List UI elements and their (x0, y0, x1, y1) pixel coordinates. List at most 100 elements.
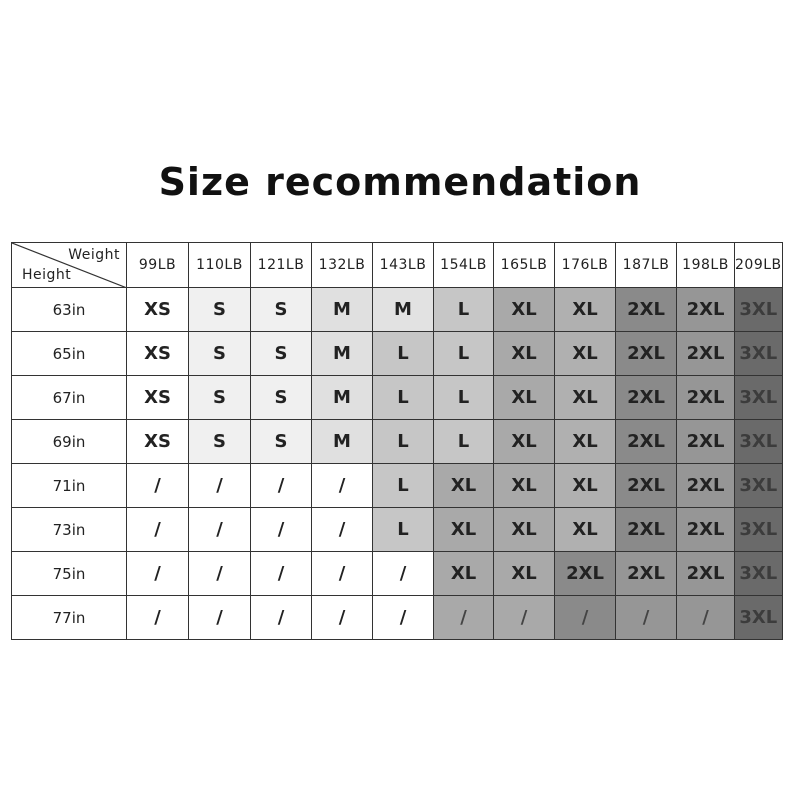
size-cell: L (433, 375, 494, 420)
height-axis-label: Height (22, 267, 72, 283)
size-cell: 3XL (734, 375, 783, 420)
size-cell: 2XL (615, 375, 677, 420)
size-cell: M (311, 287, 373, 332)
size-cell: 3XL (734, 287, 783, 332)
size-cell: / (676, 595, 735, 640)
size-cell: XL (433, 551, 494, 596)
table-row: 69in XS S S M L L XL XL 2XL 2XL 3XL (11, 419, 783, 464)
size-cell: XS (126, 419, 189, 464)
size-cell: M (311, 375, 373, 420)
column-header: 209LB (734, 242, 783, 288)
column-header: 110LB (188, 242, 251, 288)
size-cell: XL (554, 375, 616, 420)
size-cell: L (372, 331, 434, 376)
size-cell: XL (554, 331, 616, 376)
size-cell: 2XL (615, 507, 677, 552)
size-cell: 2XL (676, 551, 735, 596)
size-cell: / (554, 595, 616, 640)
size-cell: 2XL (554, 551, 616, 596)
size-cell: 3XL (734, 551, 783, 596)
size-cell: 2XL (615, 419, 677, 464)
size-cell: / (126, 463, 189, 508)
column-header: 121LB (250, 242, 312, 288)
size-cell: / (188, 463, 251, 508)
size-cell: S (188, 331, 251, 376)
size-cell: 2XL (676, 507, 735, 552)
size-cell: / (250, 463, 312, 508)
size-cell: XL (433, 507, 494, 552)
size-cell: / (372, 595, 434, 640)
size-cell: 2XL (676, 419, 735, 464)
size-cell: 2XL (676, 375, 735, 420)
size-cell: 3XL (734, 419, 783, 464)
table-row: 67in XS S S M L L XL XL 2XL 2XL 3XL (11, 375, 783, 420)
corner-header: Weight Height (11, 242, 127, 288)
size-cell: / (311, 463, 373, 508)
size-cell: / (126, 595, 189, 640)
size-cell: / (493, 595, 555, 640)
size-cell: XS (126, 375, 189, 420)
size-cell: XL (493, 507, 555, 552)
row-header: 65in (11, 331, 127, 376)
size-cell: S (250, 375, 312, 420)
weight-axis-label: Weight (68, 247, 120, 263)
column-header: 143LB (372, 242, 434, 288)
size-cell: XL (493, 463, 555, 508)
size-cell: / (372, 551, 434, 596)
table-row: 77in / / / / / / / / //3XL (11, 595, 783, 640)
size-cell: / (311, 507, 373, 552)
size-cell: XL (554, 287, 616, 332)
size-cell: S (250, 419, 312, 464)
size-cell: M (311, 331, 373, 376)
size-cell: / (250, 595, 312, 640)
size-cell: 2XL (615, 287, 677, 332)
column-header: 165LB (493, 242, 555, 288)
size-cell: / (188, 551, 251, 596)
column-header: 187LB (615, 242, 677, 288)
table-row: 75in / / / / / XL XL 2XL 2XL 2XL 3XL (11, 551, 783, 596)
size-cell: L (372, 375, 434, 420)
size-cell: 2XL (676, 287, 735, 332)
column-header: 198LB (676, 242, 735, 288)
row-header: 63in (11, 287, 127, 332)
size-cell: M (311, 419, 373, 464)
table-row: 73in / / / / L XL XL XL 2XL 2XL 3XL (11, 507, 783, 552)
size-cell: / (188, 507, 251, 552)
size-cell: S (250, 331, 312, 376)
row-header: 75in (11, 551, 127, 596)
size-cell: / (250, 507, 312, 552)
row-header: 77in (11, 595, 127, 640)
size-cell: S (188, 419, 251, 464)
size-cell: XS (126, 287, 189, 332)
size-cell: XS (126, 331, 189, 376)
size-cell: 2XL (676, 463, 735, 508)
size-cell: 2XL (615, 551, 677, 596)
size-cell: / (126, 551, 189, 596)
size-cell: 2XL (615, 331, 677, 376)
size-cell: XL (493, 375, 555, 420)
size-cell: L (372, 463, 434, 508)
size-cell: / (433, 595, 494, 640)
size-cell: XL (493, 331, 555, 376)
row-header: 69in (11, 419, 127, 464)
size-cell: 2XL (676, 331, 735, 376)
size-cell: XL (433, 463, 494, 508)
size-cell: XL (493, 551, 555, 596)
column-header: 154LB (433, 242, 494, 288)
column-header: 176LB (554, 242, 616, 288)
size-cell: / (188, 595, 251, 640)
size-cell: M (372, 287, 434, 332)
table-row: 71in / / / / L XL XL XL 2XL 2XL 3XL (11, 463, 783, 508)
size-cell: L (372, 507, 434, 552)
size-cell: XL (554, 507, 616, 552)
size-cell: / (615, 595, 677, 640)
size-cell: L (433, 419, 494, 464)
size-cell: S (188, 375, 251, 420)
size-cell: 3XL (734, 595, 783, 640)
row-header: 71in (11, 463, 127, 508)
size-cell: L (372, 419, 434, 464)
size-cell: 3XL (734, 507, 783, 552)
size-cell: / (311, 595, 373, 640)
size-cell: S (250, 287, 312, 332)
size-cell: 3XL (734, 331, 783, 376)
